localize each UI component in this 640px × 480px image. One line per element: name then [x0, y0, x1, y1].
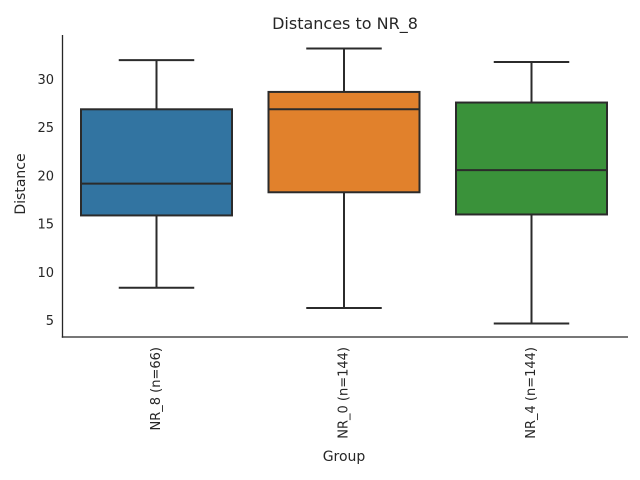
- y-tick-label-15: 15: [37, 218, 54, 233]
- x-tick-label-2: NR_4 (n=144): [524, 347, 539, 439]
- box-group-NR_8 (n=66): [80, 59, 233, 289]
- y-tick-label-20: 20: [37, 169, 54, 184]
- chart-title: Distances to NR_8: [272, 14, 418, 34]
- box-group-NR_0 (n=144): [267, 47, 421, 310]
- iqr-box: [267, 90, 421, 194]
- plot-area: 5 10 15 20 25 30 NR_8 (n=66) NR_0 (n=144) NR_4 (…: [37, 47, 608, 439]
- y-axis-label: Distance: [13, 153, 29, 214]
- iqr-box: [80, 108, 233, 217]
- y-tick-label-25: 25: [37, 121, 54, 136]
- y-tick-label-10: 10: [37, 266, 54, 281]
- y-tick-label-5: 5: [46, 314, 54, 329]
- x-axis-label: Group: [323, 449, 366, 465]
- box-group-NR_4 (n=144): [455, 61, 608, 325]
- x-tick-label-0: NR_8 (n=66): [149, 347, 164, 430]
- iqr-box: [455, 101, 608, 216]
- y-tick-label-30: 30: [37, 73, 54, 88]
- x-tick-label-1: NR_0 (n=144): [337, 347, 352, 439]
